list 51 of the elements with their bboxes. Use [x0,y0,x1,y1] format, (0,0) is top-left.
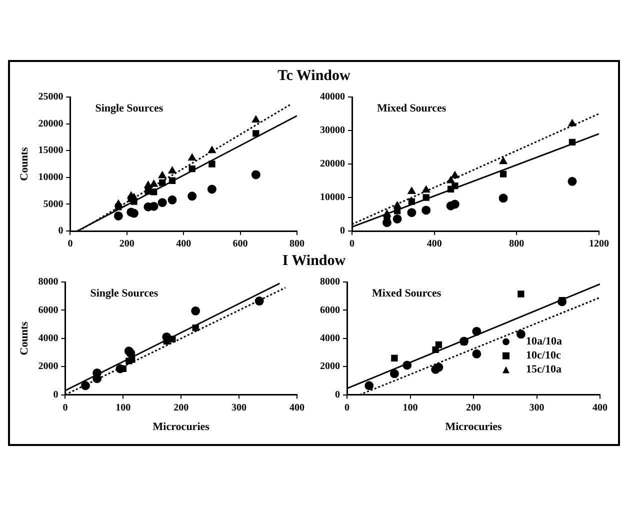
x-tick-label: 100 [116,402,131,414]
y-tick-label: 20000 [320,158,345,170]
x-tick-label: 800 [509,238,524,250]
x-tick-label: 100 [402,402,418,414]
y-tick-label: 0 [58,226,64,237]
x-tick-label: 200 [119,238,134,250]
x-tick-label: 400 [290,402,304,414]
x-tick-label: 400 [592,402,608,414]
annotation: Mixed Sources [372,287,442,300]
x-tick-label: 400 [176,238,192,250]
x-tick-label: 0 [68,238,73,250]
legend-label: 10c/10c [526,350,561,362]
x-tick-label: 200 [466,402,481,414]
y-tick-label: 6000 [320,304,340,316]
x-tick-label: 400 [426,238,442,250]
y-tick-label: 40000 [320,92,345,103]
annotation: Single Sources [95,102,164,114]
y-tick-label: 4000 [38,332,58,344]
y-axis-title: Counts [18,146,30,181]
y-tick-label: 20000 [38,118,64,130]
y-tick-label: 8000 [320,276,340,288]
y-tick-label: 30000 [320,125,345,136]
y-tick-label: 0 [340,226,345,237]
y-tick-label: 10000 [320,192,345,204]
chart-title: I Window [281,253,347,271]
y-tick-label: 0 [53,389,58,400]
y-tick-label: 15000 [38,145,64,156]
y-tick-label: 25000 [38,92,64,103]
y-tick-label: 6000 [38,304,58,316]
x-tick-label: 0 [350,238,354,250]
y-tick-label: 4000 [320,332,340,344]
x-tick-label: 300 [232,402,247,414]
legend-label: 15c/10a [526,364,562,376]
x-tick-label: 1200 [589,238,609,250]
y-axis-title: Counts [18,320,30,356]
x-tick-label: 800 [290,238,304,250]
chart-title: Tc Window [276,68,352,86]
annotation: Mixed Sources [377,102,447,114]
y-tick-label: 10000 [38,172,64,183]
annotation: Single Sources [90,287,159,300]
y-tick-label: 2000 [320,361,340,372]
x-tick-label: 300 [529,402,544,414]
y-tick-label: 5000 [43,198,64,210]
y-tick-label: 8000 [38,276,58,288]
x-tick-label: 600 [232,238,248,250]
x-axis-title: Microcuries [445,421,503,434]
legend-label: 10a/10a [526,336,563,348]
x-tick-label: 200 [174,402,189,414]
y-tick-label: 2000 [38,361,58,372]
x-axis-title: Microcuries [152,421,210,434]
y-tick-label: 0 [335,389,340,400]
